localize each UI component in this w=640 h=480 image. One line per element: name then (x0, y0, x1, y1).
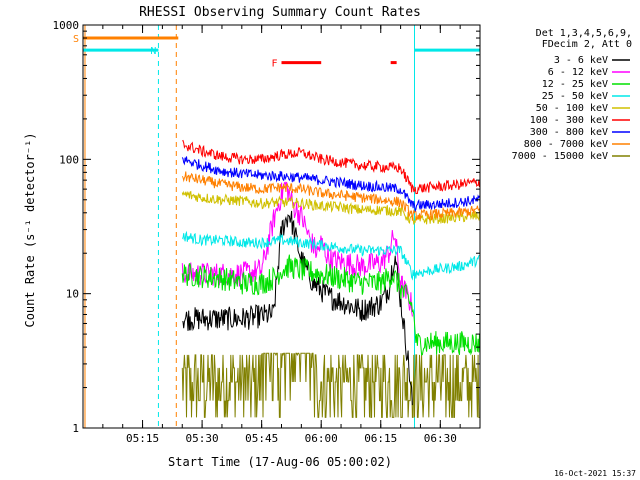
x-tick-label: 06:00 (305, 432, 338, 445)
x-tick-label: 05:45 (245, 432, 278, 445)
series-line-3-6-kev (182, 210, 413, 406)
x-tick-label: 06:30 (424, 432, 457, 445)
annotation-label: N (150, 46, 156, 57)
series-line-25-50-kev (181, 230, 480, 281)
legend-label: 100 - 300 keV (530, 115, 608, 126)
y-tick-label: 1 (72, 422, 79, 435)
legend-header: FDecim 2, Att 0 (542, 39, 632, 50)
y-axis-label: Count Rate (s⁻¹ detector⁻¹) (23, 132, 37, 327)
legend: Det 1,3,4,5,6,9,FDecim 2, Att 0 3 - 6 keV… (512, 28, 632, 162)
timestamp-footer: 16-Oct-2021 15:37 (554, 469, 636, 478)
legend-label: 25 - 50 keV (542, 91, 608, 102)
chart-title: RHESSI Observing Summary Count Rates (139, 5, 421, 20)
plot-area: S N F (73, 25, 481, 428)
annotation-label: F (271, 59, 277, 70)
series-line-12-25-kev (181, 254, 480, 356)
legend-label: 7000 - 15000 keV (512, 151, 608, 162)
series-line-300-800-kev (181, 156, 480, 213)
series-line-50-100-kev (181, 190, 480, 225)
legend-header: Det 1,3,4,5,6,9, (536, 28, 632, 39)
legend-label: 800 - 7000 keV (524, 139, 608, 150)
legend-label: 12 - 25 keV (542, 79, 608, 90)
axis-ticks: 1 10 100 1000 05:15 05:30 05:45 06:00 06:15 06:30 (53, 19, 481, 445)
series-line-800-7000-kev (181, 171, 480, 221)
x-tick-label: 05:15 (126, 432, 159, 445)
legend-label: 6 - 12 keV (548, 67, 608, 78)
y-tick-label: 10 (66, 288, 79, 301)
legend-label: 50 - 100 keV (536, 103, 608, 114)
x-tick-label: 06:15 (364, 432, 397, 445)
x-axis-label: Start Time (17-Aug-06 05:00:02) (168, 455, 392, 469)
y-tick-label: 1000 (53, 19, 80, 32)
legend-label: 3 - 6 keV (554, 55, 608, 66)
annotation-label: S (73, 34, 79, 45)
legend-label: 300 - 800 keV (530, 127, 608, 138)
x-tick-label: 05:30 (186, 432, 219, 445)
series-line-7000-15000-kev (181, 352, 480, 418)
y-tick-label: 100 (59, 153, 79, 166)
series-line-100-300-kev (182, 139, 480, 195)
